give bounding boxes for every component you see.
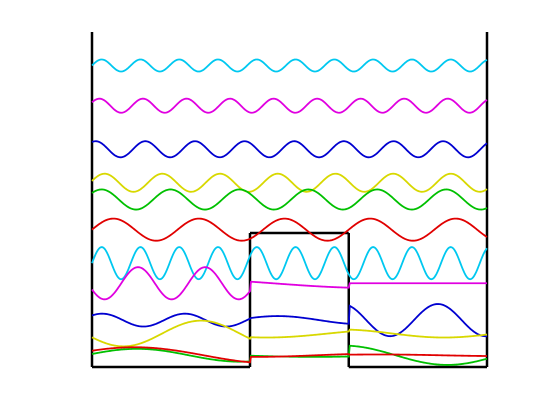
lower-wave-0 [91,246,488,281]
upper-wave-5 [91,217,488,242]
upper-wave-2 [91,140,488,159]
lower-wave-5 [91,346,488,364]
upper-wave-0 [91,58,488,73]
lower-wave-3 [91,319,488,348]
upper-wave-3 [91,172,488,193]
potential-well [90,32,489,369]
lower-wave-1 [91,266,487,301]
upper-wave-1 [91,97,488,114]
upper-wave-4 [91,188,488,211]
wavefunction-curves [91,58,488,366]
lower-wave-2 [91,303,488,338]
